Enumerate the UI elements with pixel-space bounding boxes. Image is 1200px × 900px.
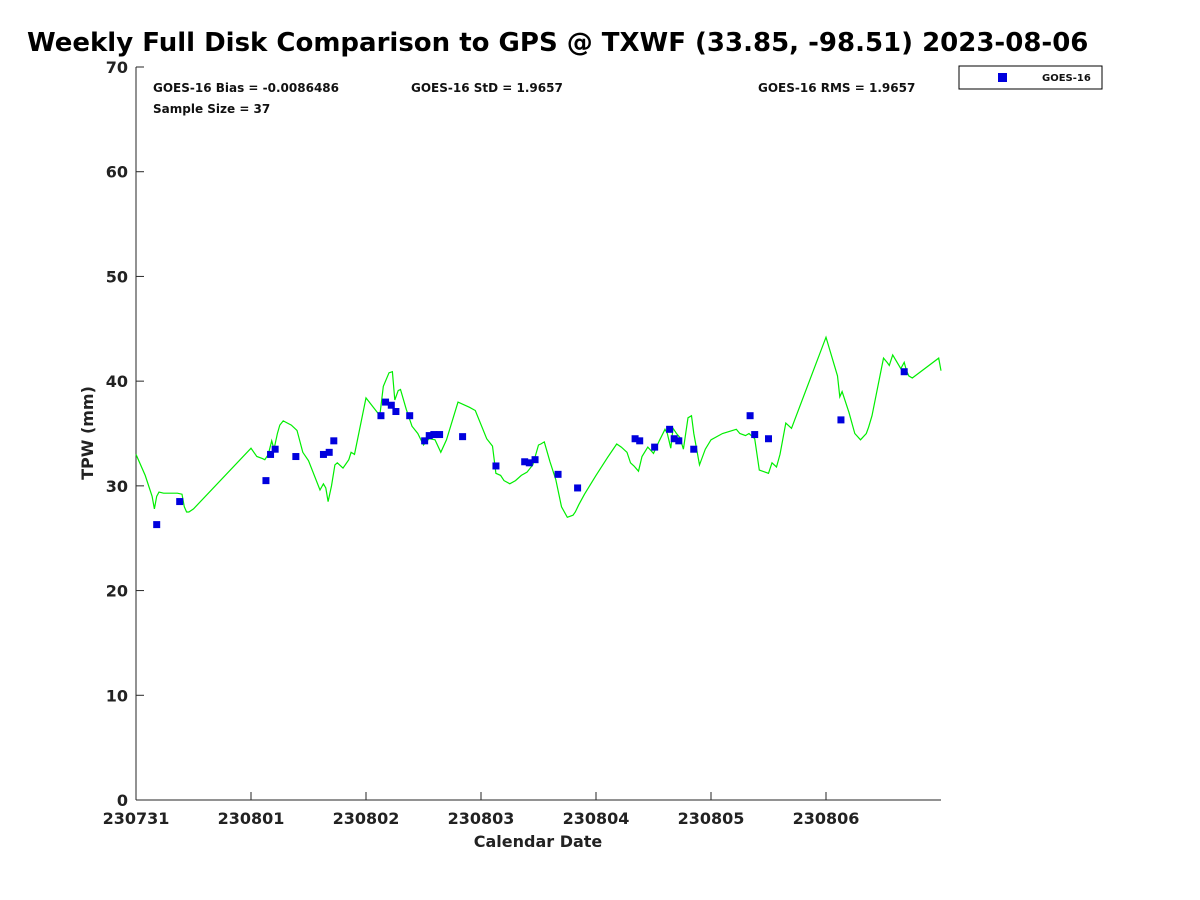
data-point — [330, 437, 338, 445]
x-tick-label: 230801 — [218, 809, 285, 828]
legend-marker — [998, 73, 1007, 82]
data-point — [900, 368, 908, 376]
legend-box — [958, 65, 1103, 90]
data-point — [521, 458, 529, 466]
data-point — [690, 445, 698, 453]
data-point — [670, 435, 678, 443]
x-tick-label: 230731 — [103, 809, 170, 828]
legend: GOES-16 — [958, 65, 1103, 90]
y-tick-label: 70 — [106, 58, 128, 77]
x-tick-label: 230802 — [333, 809, 400, 828]
data-point — [459, 433, 467, 441]
data-point — [746, 412, 754, 420]
legend-label: GOES-16 — [1042, 73, 1091, 84]
data-point — [636, 437, 644, 445]
data-point — [751, 431, 759, 439]
stat-sample-size: Sample Size = 37 — [153, 102, 270, 116]
data-point — [631, 435, 639, 443]
y-tick-label: 0 — [117, 791, 128, 810]
y-tick-label: 20 — [106, 582, 128, 601]
x-tick-label: 230806 — [793, 809, 860, 828]
data-point — [554, 470, 562, 478]
chart-axes — [135, 66, 941, 801]
y-tick-label: 50 — [106, 267, 128, 286]
x-axis-title: Calendar Date — [474, 832, 603, 851]
line-layer — [135, 335, 942, 519]
data-point — [675, 437, 683, 445]
data-point — [425, 432, 433, 440]
data-point — [292, 453, 300, 461]
data-point — [262, 477, 270, 485]
y-axis-title: TPW (mm) — [78, 386, 97, 480]
data-point — [271, 445, 279, 453]
data-point — [430, 431, 438, 439]
data-point — [176, 498, 184, 506]
data-point — [525, 459, 533, 467]
marker-layer — [153, 368, 908, 529]
data-point — [387, 401, 395, 409]
data-point — [325, 448, 333, 456]
data-point — [531, 456, 539, 464]
x-tick-label: 230805 — [678, 809, 745, 828]
data-point — [392, 408, 400, 416]
stat-rms: GOES-16 RMS = 1.9657 — [758, 81, 915, 95]
data-point — [436, 431, 444, 439]
data-point — [837, 416, 845, 424]
data-point — [382, 398, 390, 406]
data-point — [651, 443, 659, 451]
data-point — [267, 450, 275, 458]
gps-line — [135, 335, 942, 519]
stat-bias: GOES-16 Bias = -0.0086486 — [153, 81, 339, 95]
data-point — [406, 412, 414, 420]
data-point — [666, 425, 674, 433]
tick-labels: 0 10 20 30 40 50 60 70 230731 230801 230802 230803 2… — [103, 58, 860, 828]
chart-title: Weekly Full Disk Comparison to GPS @ TXW… — [27, 28, 1089, 58]
y-tick-label: 40 — [106, 372, 128, 391]
data-point — [319, 450, 327, 458]
y-tick-label: 60 — [106, 163, 128, 182]
data-point — [421, 437, 429, 445]
x-tick-label: 230804 — [563, 809, 630, 828]
x-tick-label: 230803 — [448, 809, 515, 828]
y-tick-label: 30 — [106, 477, 128, 496]
data-point — [574, 484, 582, 492]
y-tick-label: 10 — [106, 686, 128, 705]
stat-std: GOES-16 StD = 1.9657 — [411, 81, 563, 95]
data-point — [765, 435, 772, 443]
data-point — [377, 412, 385, 420]
data-point — [492, 462, 500, 470]
data-point — [153, 521, 161, 529]
